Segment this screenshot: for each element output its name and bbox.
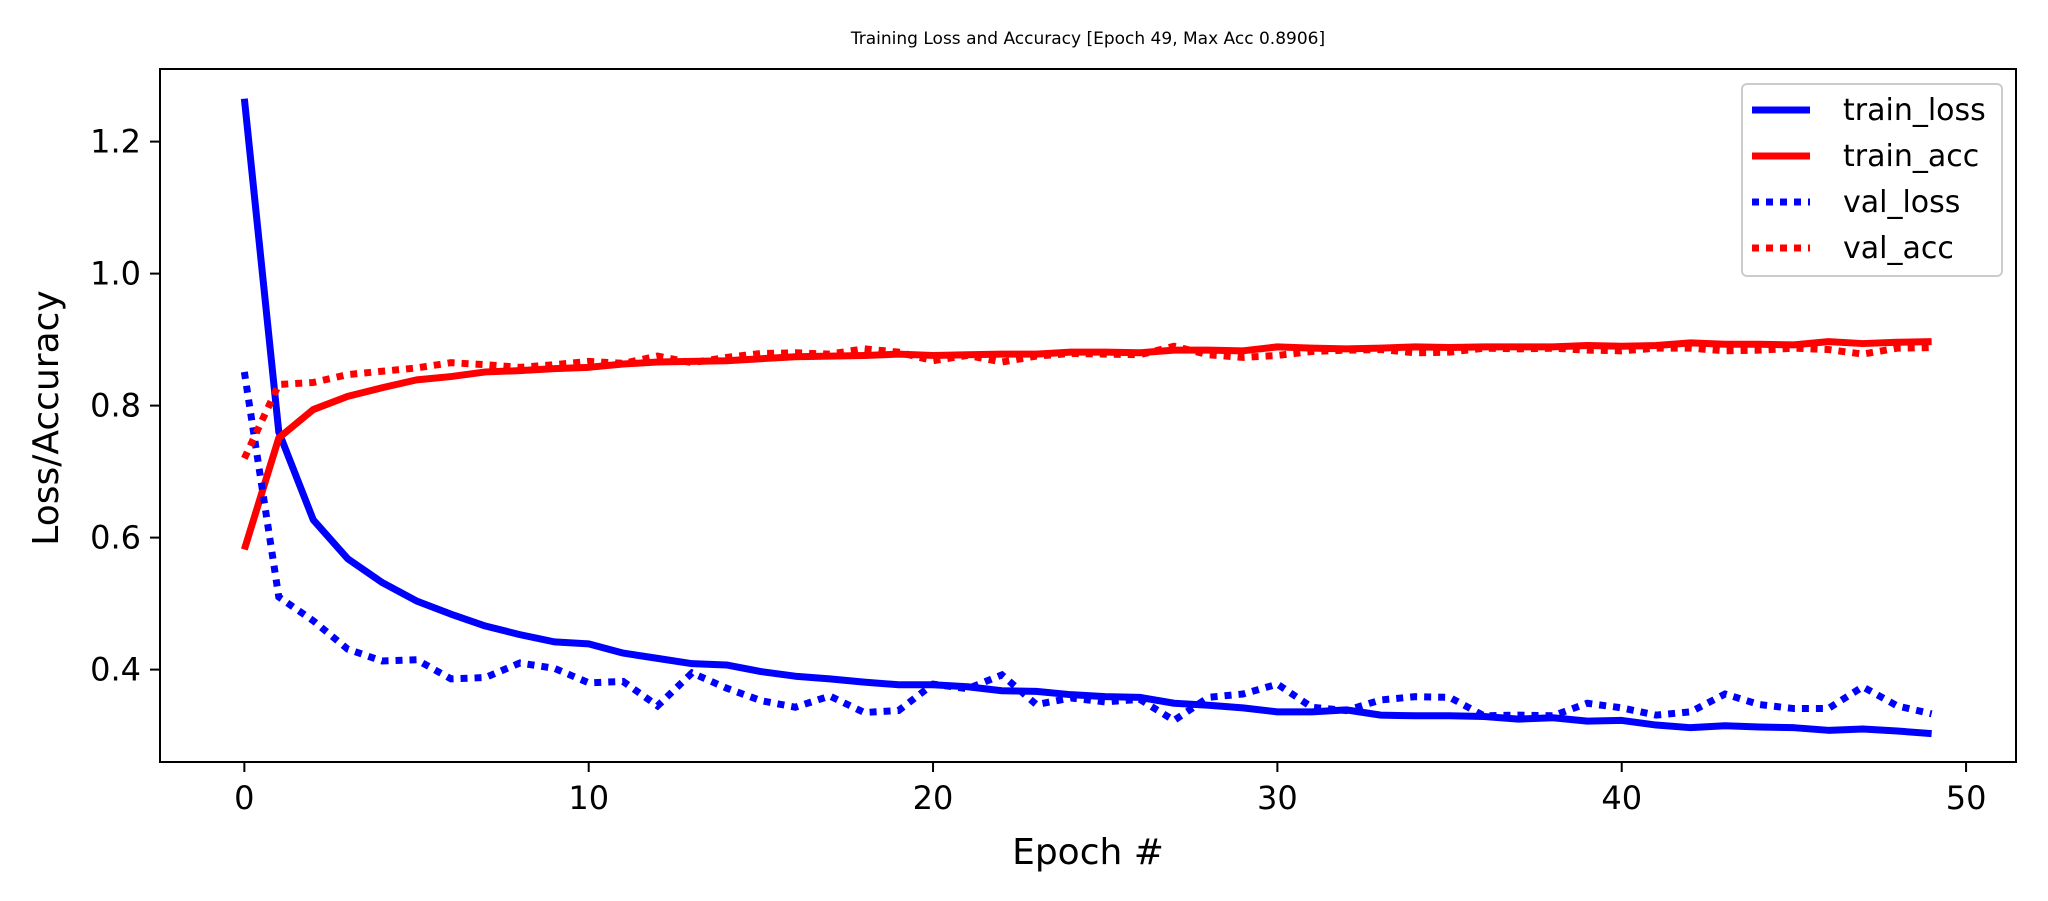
x-tick-label: 40 — [1601, 779, 1642, 817]
series-line-train-acc — [241, 338, 1932, 551]
y-axis-label: Loss/Accuracy — [26, 290, 67, 545]
x-tick-label: 0 — [234, 779, 254, 817]
x-tick-label: 50 — [1946, 779, 1987, 817]
series-line-val-loss — [240, 371, 1933, 725]
y-tick-label: 0.8 — [90, 387, 141, 425]
x-tick-label: 10 — [568, 779, 609, 817]
chart-title: Training Loss and Accuracy [Epoch 49, Ma… — [850, 29, 1325, 49]
legend-label: val_acc — [1843, 231, 1954, 266]
y-tick-label: 0.6 — [90, 519, 141, 557]
x-axis-label: Epoch # — [1012, 832, 1164, 873]
legend-label: train_loss — [1843, 93, 1986, 128]
x-tick-label: 20 — [913, 779, 954, 817]
y-tick-label: 1.0 — [90, 255, 141, 293]
legend-label: train_acc — [1843, 139, 1979, 174]
x-tick-label: 30 — [1257, 779, 1298, 817]
legend-box — [1741, 83, 2003, 277]
series-line-train-loss — [240, 98, 1932, 738]
series-line-val-acc — [241, 342, 1932, 460]
y-tick-label: 0.4 — [90, 651, 141, 689]
legend-label: val_loss — [1843, 185, 1960, 220]
y-tick-label: 1.2 — [90, 123, 141, 161]
plot-frame — [159, 68, 2017, 763]
